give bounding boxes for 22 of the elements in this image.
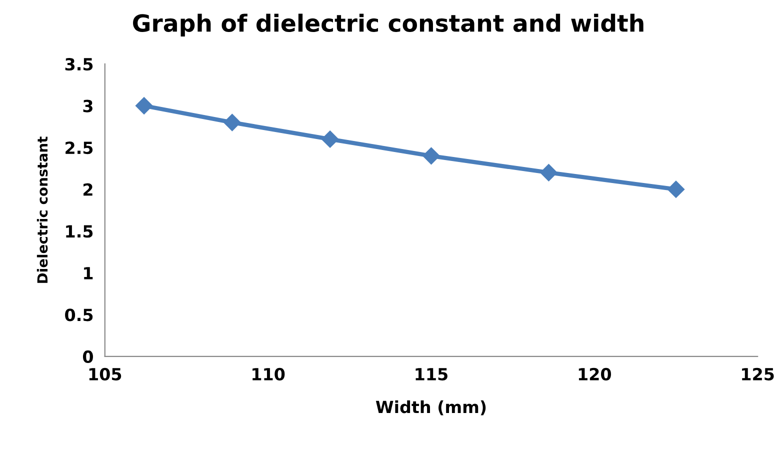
y-tick-label: 2 (84, 183, 92, 196)
y-tick-label: 0 (82, 350, 93, 364)
point (322, 130, 339, 148)
y-tick-label: 0.5 (65, 308, 93, 322)
y-axis-title: Dielectric constant (36, 136, 48, 283)
chart-title: Graph of dielectric constant and width (133, 14, 644, 37)
y-tick-label: 1.5 (66, 225, 93, 238)
x-tick-label: 105 (89, 368, 122, 380)
point (224, 114, 241, 132)
point (667, 180, 685, 198)
x-tick-label: 115 (416, 368, 448, 380)
x-tick-label: 125 (742, 368, 774, 380)
x-axis-title: Width (mm) (376, 400, 486, 416)
point (136, 97, 153, 114)
y-tick-label: 3.5 (65, 58, 93, 71)
point (422, 147, 440, 164)
point (540, 164, 558, 182)
y-tick-label: 3 (83, 100, 92, 112)
x-tick-label: 110 (252, 368, 285, 380)
y-tick-label: 1 (84, 267, 93, 280)
x-tick-label: 120 (578, 368, 612, 380)
y-tick-label: 2.5 (66, 142, 93, 154)
